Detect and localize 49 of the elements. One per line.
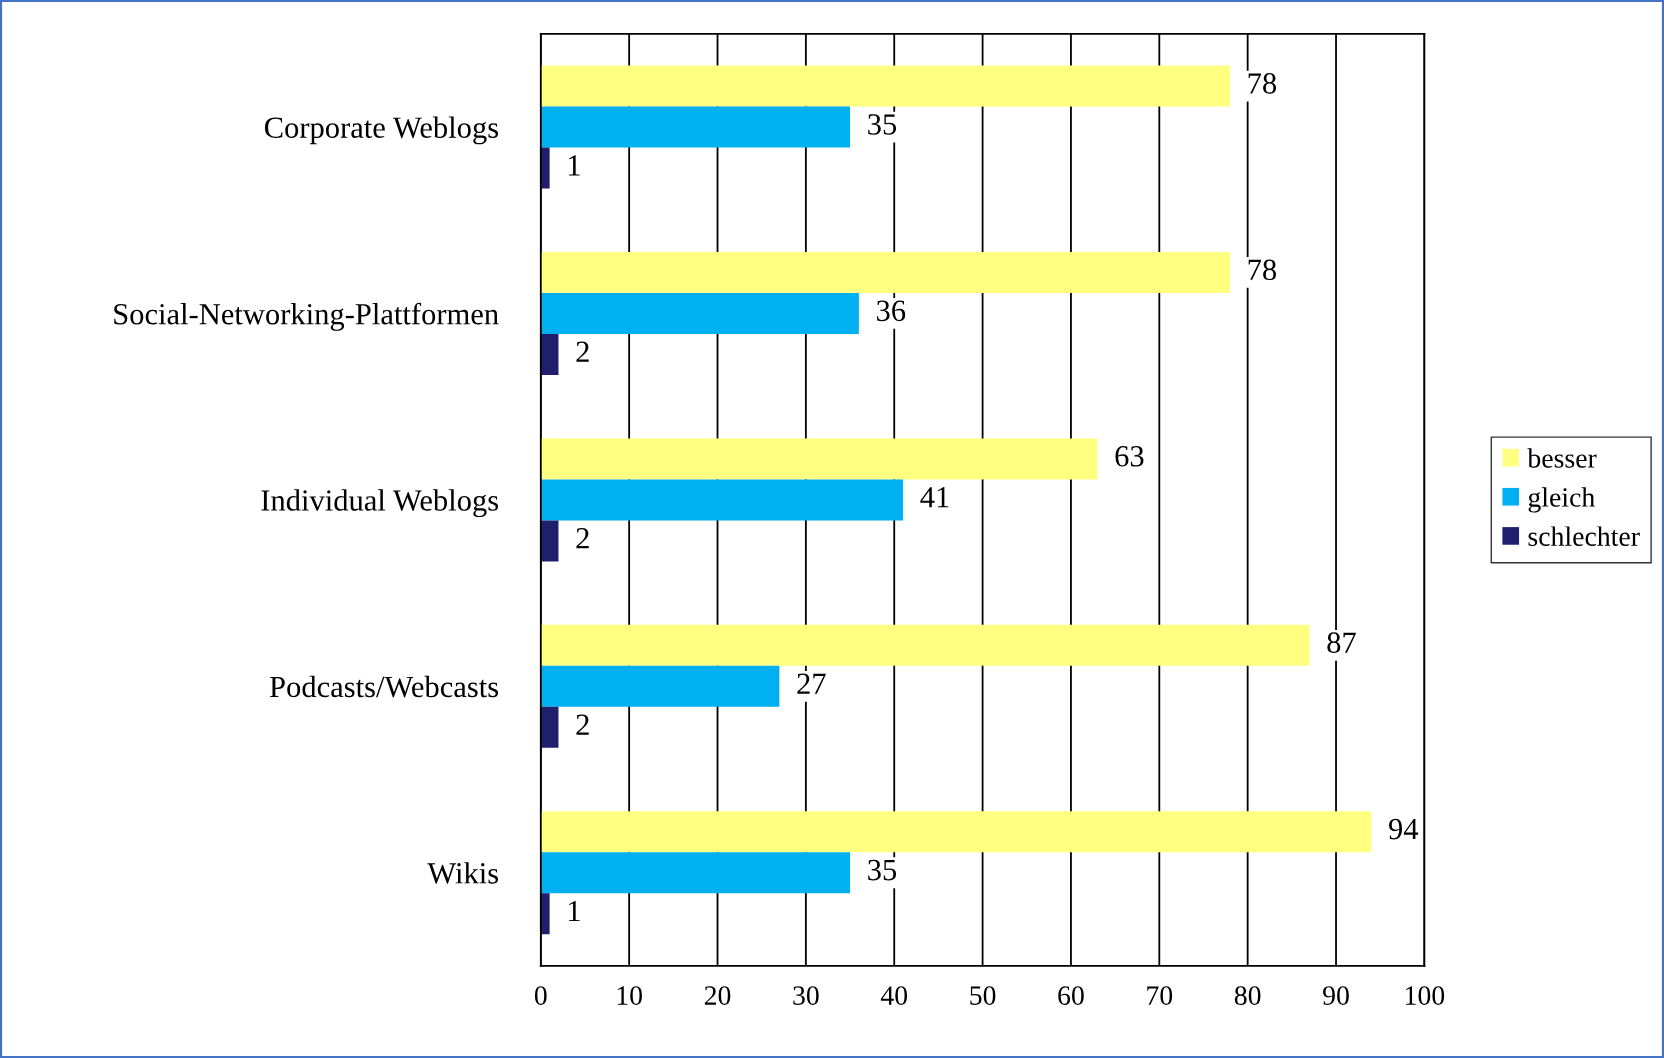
bar <box>540 292 859 334</box>
data-label: 2 <box>576 714 589 735</box>
bar <box>540 251 1230 293</box>
bar <box>540 147 550 189</box>
x-tick-label: 40 <box>880 986 908 1005</box>
bar <box>540 665 780 707</box>
x-tick-label: 60 <box>1058 986 1084 1005</box>
bar <box>540 438 1098 480</box>
legend-label: schlechter <box>1528 526 1640 546</box>
bar <box>540 106 851 148</box>
y-tick-label: Podcasts/Webcasts <box>269 675 499 698</box>
data-label: 94 <box>1389 818 1419 840</box>
x-tick-label: 50 <box>970 986 996 1005</box>
data-label: 1 <box>568 155 580 176</box>
data-label: 1 <box>568 900 580 922</box>
x-tick-label: 30 <box>793 986 819 1005</box>
bar <box>540 893 550 935</box>
data-label: 36 <box>877 300 906 322</box>
y-tick-label: Wikis <box>427 862 499 884</box>
legend-label: besser <box>1527 448 1597 468</box>
y-tick-label: Social-Networking-Plattformen <box>114 302 499 331</box>
bar <box>540 479 904 521</box>
x-tick-label: 100 <box>1405 986 1445 1005</box>
bar <box>540 333 559 375</box>
data-label: 63 <box>1115 446 1144 467</box>
data-label: 78 <box>1248 259 1277 281</box>
bar <box>540 706 559 748</box>
data-label: 41 <box>920 487 949 508</box>
data-label: 35 <box>868 859 897 881</box>
x-tick-label: 0 <box>534 986 547 1005</box>
x-tick-label: 90 <box>1323 986 1349 1005</box>
x-tick-label: 80 <box>1234 986 1261 1005</box>
x-tick-label: 20 <box>704 986 731 1005</box>
bar <box>540 624 1310 666</box>
y-tick-label: Individual Weblogs <box>261 489 499 518</box>
y-tick-label: Corporate Weblogs <box>264 116 499 145</box>
bar <box>540 852 851 894</box>
data-label: 78 <box>1248 73 1277 94</box>
x-tick-label: 70 <box>1147 986 1173 1005</box>
data-label: 35 <box>868 114 897 135</box>
data-label: 87 <box>1327 632 1356 653</box>
data-label: 27 <box>797 673 826 694</box>
bar <box>540 520 559 562</box>
data-label: 2 <box>576 528 589 549</box>
legend-label: gleich <box>1528 487 1595 513</box>
bar <box>540 811 1372 853</box>
x-tick-label: 10 <box>617 986 642 1005</box>
data-label: 2 <box>576 341 589 362</box>
bar <box>540 65 1230 107</box>
